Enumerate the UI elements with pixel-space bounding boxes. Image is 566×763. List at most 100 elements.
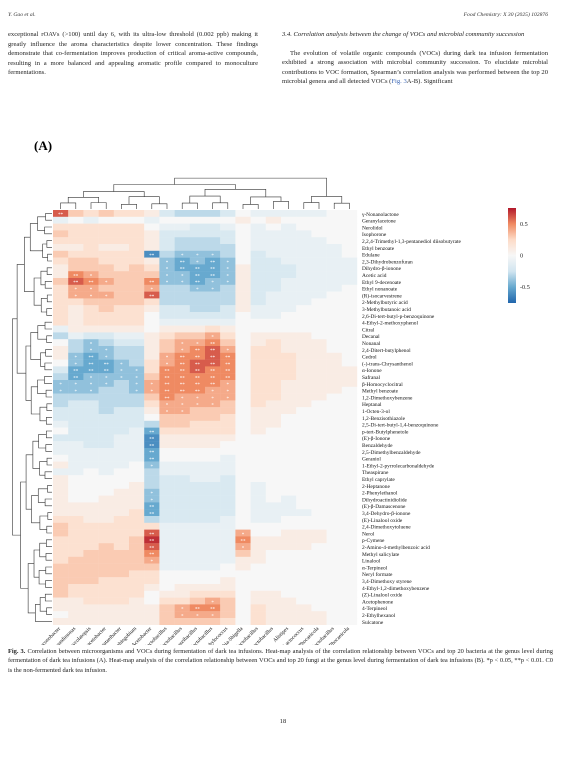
heatmap-cell [129,210,145,217]
heatmap-cell [53,502,69,510]
heatmap-cell [220,434,236,442]
heatmap-cell [281,488,297,496]
heatmap-cell [83,441,99,449]
heatmap-cell [296,325,312,333]
heatmap-cell [144,543,160,551]
heatmap-cell [311,244,327,251]
heatmap-cell [159,529,175,537]
heatmap-cell [83,420,99,428]
heatmap-cell [189,502,206,510]
heatmap-cell [129,441,145,449]
heatmap-cell [265,284,282,292]
heatmap-cell [129,502,145,510]
heatmap-cell [220,386,236,394]
heatmap-cell [98,461,114,469]
heatmap-cell [113,318,130,326]
heatmap-cell [250,509,266,517]
heatmap-cell [235,475,251,483]
heatmap-cell [174,210,190,217]
heatmap-cell [174,223,190,231]
heatmap-cell [159,366,175,374]
significance-mark: ** [180,261,186,266]
heatmap-cell [235,346,251,353]
heatmap-cell [129,563,145,571]
figure-reference-link[interactable]: Fig. 3 [391,78,407,86]
significance-mark: ** [73,370,79,375]
row-label: 4-Ethyl-1,2-dimethoxybenzene [362,586,430,592]
heatmap-cell [250,250,266,258]
heatmap-cell [113,522,130,530]
heatmap-cell [265,386,282,394]
heatmap-cell [159,550,175,557]
row-label: 2,3-Dihydrobenzofuran [362,258,413,265]
heatmap-cell [159,298,175,306]
heatmap-cell [250,556,266,564]
significance-mark: * [211,254,214,259]
row-label: Citral [362,327,375,333]
row-label: 1-Octen-3-ol [362,409,390,415]
heatmap-cell [53,298,69,306]
heatmap-cell [311,597,327,605]
heatmap-cell [250,543,266,551]
heatmap-cell [296,223,312,231]
dendrogram-branch [46,335,52,343]
significance-mark: * [90,342,93,347]
heatmap-cell [98,325,114,333]
heatmap-cell [189,271,206,279]
dendrogram-branch [45,566,52,575]
heatmap-cell [53,434,69,442]
heatmap-cell [265,584,282,591]
heatmap-cell [68,332,84,340]
heatmap-cell [341,264,358,272]
row-label: 3,4-Dimethoxy styrene [362,579,412,585]
row-label: Cedrol [362,355,377,361]
significance-mark: * [211,614,214,619]
heatmap-cell [129,482,145,489]
heatmap-cell [159,461,175,469]
heatmap-cell [205,590,221,598]
heatmap-cell [250,488,266,496]
heatmap-cell [189,604,206,612]
dendrogram-branch [44,498,52,507]
significance-mark: * [196,404,199,409]
heatmap-cell [265,210,282,217]
row-label: 2,6-Di-tert-butyl-p-benzoquinone [362,314,435,320]
heatmap-cell [159,577,175,585]
heatmap-cell [174,495,190,503]
heatmap-cell [220,495,236,503]
heatmap-cell [326,475,342,483]
heatmap-cell [311,611,327,619]
heatmap-cell [296,373,312,381]
heatmap-cell [311,373,327,381]
heatmap-cell [174,230,190,238]
row-label: Ethyl 9-decenoate [362,280,402,286]
heatmap-cell [174,427,190,435]
heatmap-cell [68,448,84,455]
heatmap-cell [205,468,221,476]
heatmap-cell [326,278,342,285]
heatmap-cell [189,590,206,598]
heatmap-cell [311,284,327,292]
heatmap-cell [144,618,160,625]
heatmap-cell [341,454,358,462]
heatmap-cell [296,604,312,612]
heatmap-cell [68,237,84,245]
heatmap-cell [83,556,99,564]
heatmap-cell [174,556,190,564]
heatmap-cell [205,516,221,523]
heatmap-cell [144,380,160,387]
heatmap-cell [129,400,145,408]
significance-mark: * [120,363,123,368]
heatmap-cell [98,550,114,557]
heatmap-cell [265,278,282,285]
heatmap-cell [53,373,69,381]
heatmap-cell [159,380,175,387]
heatmap-cell [53,352,69,360]
heatmap-cell [68,393,84,401]
significance-mark: ** [104,370,110,375]
heatmap-cell [83,257,99,265]
heatmap-cell [326,291,342,299]
heatmap-cell [83,312,99,319]
heatmap-cell [189,346,206,353]
heatmap-cell [159,223,175,231]
